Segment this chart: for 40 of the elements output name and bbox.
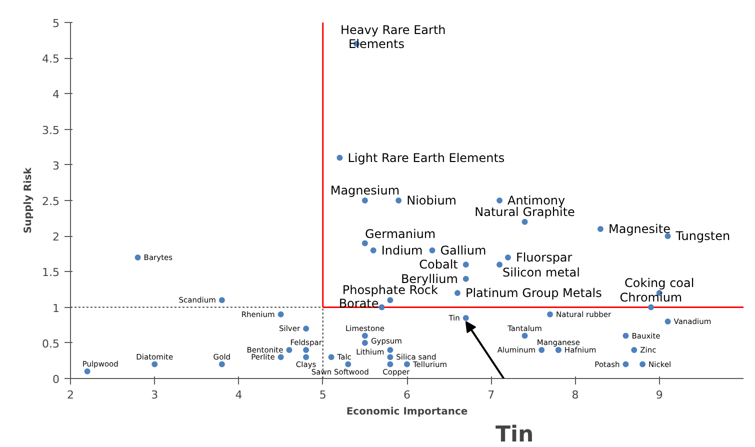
annotation: Magnesite [608, 222, 670, 236]
x-tick-label: 9 [656, 388, 663, 402]
y-tick-label: 2 [52, 230, 60, 244]
x-tick-label: 7 [488, 388, 495, 402]
y-axis-title: Supply Risk [23, 167, 34, 234]
annotation: Antimony [508, 194, 566, 208]
annotation: Heavy Rare Earth Elements [340, 22, 446, 51]
x-tick-label: 3 [151, 388, 158, 402]
y-tick-label: 3.5 [42, 124, 60, 137]
x-tick-label: 5 [319, 388, 326, 402]
x-tick-label: 6 [404, 388, 410, 402]
y-tick-label: 2.5 [42, 195, 60, 208]
annotation: Phosphate Rock [342, 283, 438, 298]
y-tick-label: 4 [52, 88, 60, 102]
y-tick-label: 0 [52, 373, 60, 386]
x-tick-label: 4 [235, 388, 242, 402]
annotation: Magnesium [330, 184, 400, 198]
y-tick-label: 1 [52, 302, 60, 315]
annotation: Platinum Group Metals [465, 286, 602, 300]
y-tick-label: 0.5 [42, 337, 60, 350]
annotation: Fluorspar [516, 250, 572, 264]
annotation: Coking coal [624, 276, 694, 290]
annotation: Chromium [620, 290, 682, 304]
annotation: Light Rare Earth Elements [348, 150, 505, 165]
annotation: Silicon metal [502, 266, 580, 280]
annotation: Cobalt [419, 258, 458, 272]
annotation: Indium [381, 243, 423, 258]
annotation: Beryllium [400, 272, 458, 286]
x-tick-label: 8 [572, 388, 579, 402]
y-tick-label: 3 [52, 159, 60, 172]
annotation: Germanium [364, 227, 436, 242]
annotation: Niobium [406, 194, 456, 208]
x-axis-title: Economic Importance [346, 406, 468, 418]
x-tick-label: 2 [67, 388, 74, 402]
y-tick-label: 1.5 [42, 266, 60, 280]
y-tick-label: 5 [52, 17, 60, 30]
text: Tin [496, 422, 534, 447]
annotation: Gallium [440, 243, 486, 258]
y-tick-label: 4.5 [42, 52, 60, 66]
annotation: Tungsten [674, 229, 730, 244]
